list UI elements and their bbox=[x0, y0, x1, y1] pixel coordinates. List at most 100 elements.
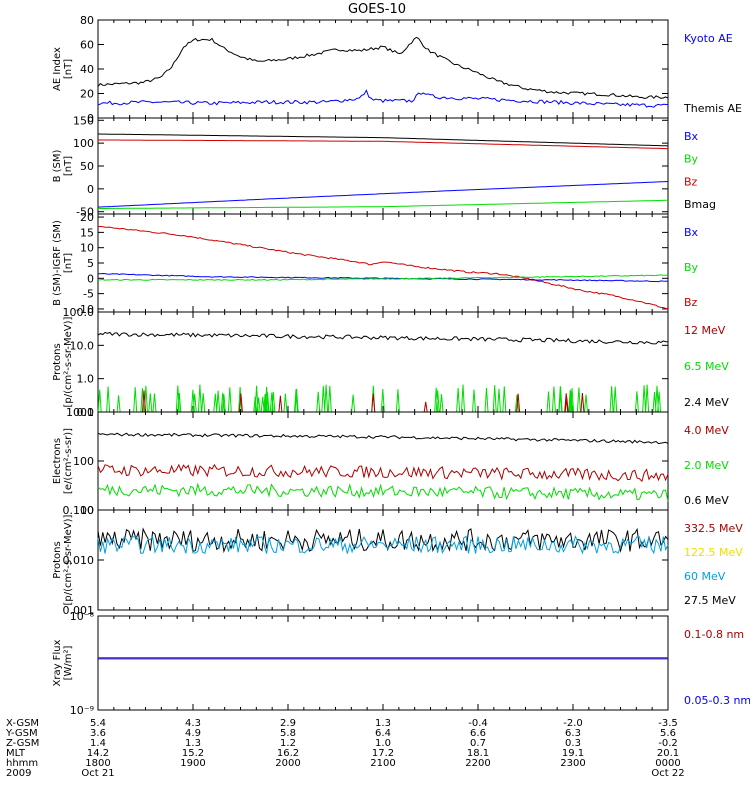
x-cell: 1.4 bbox=[90, 738, 106, 749]
y-tick-label: 0.100 bbox=[63, 504, 95, 517]
y-axis-label: B (SM)-IGRF (SM) bbox=[52, 220, 63, 306]
chart-title: GOES-10 bbox=[348, 2, 406, 17]
series-bz bbox=[97, 225, 669, 310]
legend-label: Bz bbox=[684, 175, 698, 188]
x-cell: 2300 bbox=[560, 758, 585, 769]
x-cell: 1.0 bbox=[375, 738, 391, 749]
x-row-label: hhmm bbox=[6, 758, 38, 769]
y-tick-label: 10⁻⁹ bbox=[70, 704, 94, 717]
panel-frame bbox=[97, 509, 669, 611]
x-cell: 2100 bbox=[370, 758, 395, 769]
panel-frame bbox=[97, 615, 669, 711]
legend-label: 2.0 MeV bbox=[684, 459, 729, 472]
legend-label: 332.5 MeV bbox=[684, 522, 743, 535]
x-cell: -3.5 bbox=[658, 718, 678, 729]
x-cell: 1.2 bbox=[280, 738, 296, 749]
series-bz bbox=[97, 139, 668, 150]
y-tick-label: 10 bbox=[80, 242, 94, 255]
x-row-label: 2009 bbox=[6, 768, 31, 779]
y-tick-label: 20 bbox=[80, 211, 94, 224]
x-cell: -0.4 bbox=[468, 718, 488, 729]
x-row-label: Y-GSM bbox=[5, 728, 38, 739]
series-0-6-mev bbox=[97, 432, 669, 445]
legend-label: 60 MeV bbox=[684, 570, 726, 583]
x-cell: 6.4 bbox=[375, 728, 391, 739]
legend-label: Bz bbox=[684, 296, 698, 309]
y-axis-label: Protons bbox=[52, 343, 63, 380]
y-tick-label: 0.010 bbox=[63, 554, 95, 567]
y-axis-label: [nT] bbox=[63, 59, 74, 79]
x-row-label: MLT bbox=[6, 748, 26, 759]
legend-label: Themis AE bbox=[683, 102, 742, 115]
panel-frame bbox=[97, 19, 669, 119]
y-tick-label: 150 bbox=[73, 114, 94, 127]
x-cell: 6.3 bbox=[565, 728, 581, 739]
x-cell: 2000 bbox=[275, 758, 300, 769]
y-tick-label: 20 bbox=[80, 88, 94, 101]
x-cell: 5.8 bbox=[280, 728, 296, 739]
legend-label: 122.5 MeV bbox=[684, 546, 743, 559]
panel-frame bbox=[97, 117, 669, 215]
x-cell: 2.9 bbox=[280, 718, 296, 729]
y-tick-label: 0 bbox=[87, 272, 94, 285]
y-axis-label: Protons bbox=[52, 541, 63, 578]
y-tick-label: -5 bbox=[83, 288, 94, 301]
y-tick-label: 100.0 bbox=[63, 306, 95, 319]
y-tick-label: 40 bbox=[80, 63, 94, 76]
legend-label: 0.1-0.8 nm bbox=[684, 628, 744, 641]
legend-label: 4.0 MeV bbox=[684, 424, 729, 437]
y-axis-label: Xray Flux bbox=[52, 639, 63, 686]
x-cell: 6.6 bbox=[470, 728, 486, 739]
series-by bbox=[98, 199, 668, 209]
x-cell: 15.2 bbox=[182, 748, 204, 759]
panel-bigrf: -10 -5 0 5 10 15 20 B (SM)-IGRF (SM) [nT] Bx By Bz bbox=[52, 211, 699, 316]
y-axis-label: Electrons bbox=[52, 438, 63, 484]
panel-protons2: 0.001 0.010 0.100 Protons [p/(cm²-s-sr-MeV)]… bbox=[52, 504, 743, 617]
y-tick-label: 1.0 bbox=[77, 373, 95, 386]
panel-bsm: -50 0 50 100 150 B (SM) [nT] Bx By Bz Bmag bbox=[52, 114, 716, 218]
series-27-5-mev bbox=[97, 527, 669, 554]
x-cell: 1900 bbox=[180, 758, 205, 769]
y-tick-label: 10 bbox=[80, 504, 94, 517]
series-bx bbox=[97, 272, 669, 283]
panel-frame bbox=[97, 213, 669, 313]
y-tick-label: 0 bbox=[87, 112, 94, 125]
panel-protons1: 0.1 1.0 10.0 100.0 Protons [p/(cm²-s-sr-MeV)]… bbox=[52, 306, 729, 419]
y-axis-label: AE Index bbox=[52, 47, 63, 91]
x-row-label: Z-GSM bbox=[6, 738, 39, 749]
series-12-mev bbox=[142, 390, 585, 413]
series-2-0-mev bbox=[97, 482, 669, 502]
panel-xray: 10⁻⁹ 10⁻⁸ Xray Flux [W/m²] 0.1-0.8 nm 0.05-0.… bbox=[52, 610, 750, 717]
x-cell: 0.3 bbox=[565, 738, 581, 749]
y-tick-label: 60 bbox=[80, 39, 94, 52]
legend-label: 0.05-0.3 nm bbox=[684, 694, 750, 707]
y-tick-label: 100 bbox=[73, 455, 94, 468]
y-axis-label: [p/(cm²-s-sr-MeV)] bbox=[63, 316, 74, 407]
x-cell: 20.1 bbox=[657, 748, 679, 759]
y-tick-label: 80 bbox=[80, 14, 94, 27]
x-cell: 2200 bbox=[465, 758, 490, 769]
y-axis-label: [W/m²] bbox=[63, 645, 74, 680]
legend-label: Bmag bbox=[684, 198, 716, 211]
x-cell: 0.7 bbox=[470, 738, 486, 749]
legend-label: 6.5 MeV bbox=[684, 360, 729, 373]
x-cell: Oct 22 bbox=[651, 768, 684, 779]
y-axis-label: [p/(cm²-s-sr-MeV)] bbox=[63, 514, 74, 605]
x-cell: -2.0 bbox=[563, 718, 583, 729]
y-tick-label: 0.001 bbox=[63, 604, 95, 617]
x-cell: 1.3 bbox=[185, 738, 201, 749]
x-cell: 1800 bbox=[85, 758, 110, 769]
panel-electrons: 10 100 1000 Electrons [e/(cm²-s-sr)] 4.0 MeV 2… bbox=[52, 406, 729, 517]
y-tick-label: 5 bbox=[87, 257, 94, 270]
series-4-0-mev bbox=[97, 463, 669, 483]
x-cell: 3.6 bbox=[90, 728, 106, 739]
y-tick-label: 10.0 bbox=[70, 339, 95, 352]
panel-ae: 0 20 40 60 80 AE Index [nT] Kyoto AE Themis AE bbox=[52, 14, 742, 125]
legend-label: 0.6 MeV bbox=[684, 494, 729, 507]
legend-label: 27.5 MeV bbox=[684, 594, 736, 607]
legend-label: By bbox=[684, 261, 699, 274]
series-bmag bbox=[98, 133, 669, 147]
y-tick-label: 0.1 bbox=[77, 406, 95, 419]
